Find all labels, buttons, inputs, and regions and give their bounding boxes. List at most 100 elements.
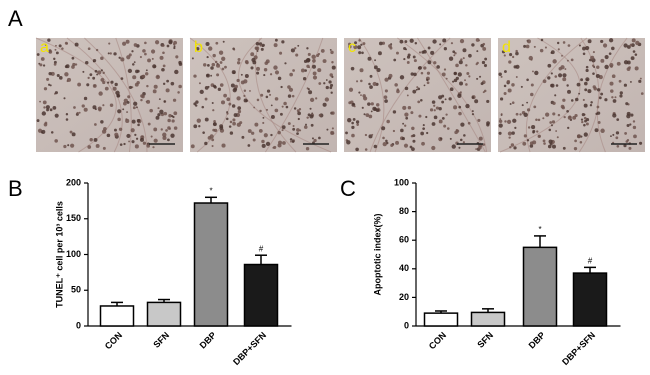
cell-nucleus <box>256 66 260 71</box>
cell-nucleus <box>476 61 479 65</box>
cell-nucleus <box>70 143 75 148</box>
cell-nucleus <box>175 55 179 59</box>
cell-nucleus <box>633 134 637 139</box>
cell-nucleus <box>109 52 112 55</box>
cell-nucleus <box>432 39 437 44</box>
cell-nucleus <box>36 119 40 122</box>
cell-nucleus <box>523 44 527 48</box>
cell-nucleus <box>145 69 148 72</box>
cell-nucleus <box>377 51 382 56</box>
cell-nucleus <box>348 87 354 92</box>
cell-nucleus <box>147 122 151 126</box>
cell-nucleus <box>261 45 264 48</box>
cell-nucleus <box>313 138 317 143</box>
cell-nucleus <box>396 51 399 55</box>
cell-nucleus <box>467 121 471 125</box>
cell-nucleus <box>155 40 160 45</box>
cell-nucleus <box>399 75 405 80</box>
cell-nucleus <box>590 101 593 104</box>
cell-nucleus <box>260 47 264 51</box>
cell-nucleus <box>511 131 515 135</box>
cell-nucleus <box>404 124 407 127</box>
cell-nucleus <box>550 50 555 55</box>
cell-nucleus <box>463 134 466 137</box>
cell-nucleus <box>611 74 616 79</box>
cell-nucleus <box>630 113 634 117</box>
cell-nucleus <box>421 141 425 146</box>
cell-nucleus <box>523 134 527 138</box>
cell-nucleus <box>378 41 383 46</box>
cell-nucleus <box>270 104 273 107</box>
cell-nucleus <box>585 122 589 126</box>
cell-nucleus <box>537 118 541 122</box>
cell-nucleus <box>44 43 47 46</box>
cell-nucleus <box>204 117 209 122</box>
x-tick-label: DBP <box>198 330 219 351</box>
cell-nucleus <box>550 72 553 75</box>
cell-nucleus <box>212 84 217 88</box>
y-tick-label: 150 <box>66 213 81 223</box>
cell-nucleus <box>623 43 628 48</box>
cell-nucleus <box>634 53 638 56</box>
cell-nucleus <box>519 113 522 116</box>
y-tick-label: 40 <box>399 263 409 273</box>
cell-nucleus <box>381 126 386 131</box>
cell-nucleus <box>85 60 89 65</box>
cell-nucleus <box>162 64 166 68</box>
cell-nucleus <box>296 109 300 113</box>
cell-nucleus <box>296 128 300 132</box>
cell-nucleus <box>296 132 299 135</box>
bar <box>572 272 608 327</box>
cell-nucleus <box>534 70 539 76</box>
cell-nucleus <box>507 88 512 93</box>
cell-nucleus <box>410 111 414 115</box>
cell-nucleus <box>513 146 517 150</box>
cell-nucleus <box>158 98 161 101</box>
cell-nucleus <box>512 55 515 59</box>
cell-nucleus <box>602 43 608 48</box>
cell-nucleus <box>100 69 103 72</box>
cell-nucleus <box>458 60 463 65</box>
cell-nucleus <box>86 83 90 87</box>
y-axis-label: Apoptotic index(%) <box>372 214 382 296</box>
cell-nucleus <box>144 41 147 45</box>
x-tick-label: SFN <box>475 330 495 350</box>
cell-nucleus <box>100 120 104 124</box>
cell-nucleus <box>406 61 410 64</box>
cell-nucleus <box>132 75 137 80</box>
cell-nucleus <box>230 83 235 88</box>
cell-nucleus <box>454 130 458 135</box>
cell-nucleus <box>127 68 133 74</box>
cell-nucleus <box>411 126 415 131</box>
cell-nucleus <box>399 39 404 44</box>
cell-nucleus <box>237 109 242 114</box>
cell-nucleus <box>89 73 93 77</box>
cell-nucleus <box>297 44 300 47</box>
cell-nucleus <box>118 127 123 132</box>
cell-nucleus <box>595 112 598 116</box>
cell-nucleus <box>459 138 463 142</box>
cell-nucleus <box>94 123 97 126</box>
cell-nucleus <box>409 145 413 149</box>
cell-nucleus <box>159 109 164 114</box>
cell-nucleus <box>89 138 93 142</box>
cell-nucleus <box>542 139 546 143</box>
cell-nucleus <box>475 38 480 42</box>
cell-nucleus <box>53 57 56 61</box>
cell-nucleus <box>435 106 439 110</box>
cell-nucleus <box>114 82 118 87</box>
cell-nucleus <box>120 77 124 80</box>
cell-nucleus <box>506 80 511 84</box>
cell-nucleus <box>614 96 617 99</box>
cell-nucleus <box>413 59 417 63</box>
cell-nucleus <box>42 100 47 105</box>
cell-nucleus <box>202 131 205 134</box>
cell-nucleus <box>511 101 515 104</box>
cell-nucleus <box>298 108 302 111</box>
cell-nucleus <box>628 66 631 70</box>
cell-nucleus <box>345 131 348 135</box>
cell-nucleus <box>219 83 224 87</box>
cell-nucleus <box>452 80 455 83</box>
cell-nucleus <box>443 124 447 128</box>
cell-nucleus <box>431 145 436 151</box>
